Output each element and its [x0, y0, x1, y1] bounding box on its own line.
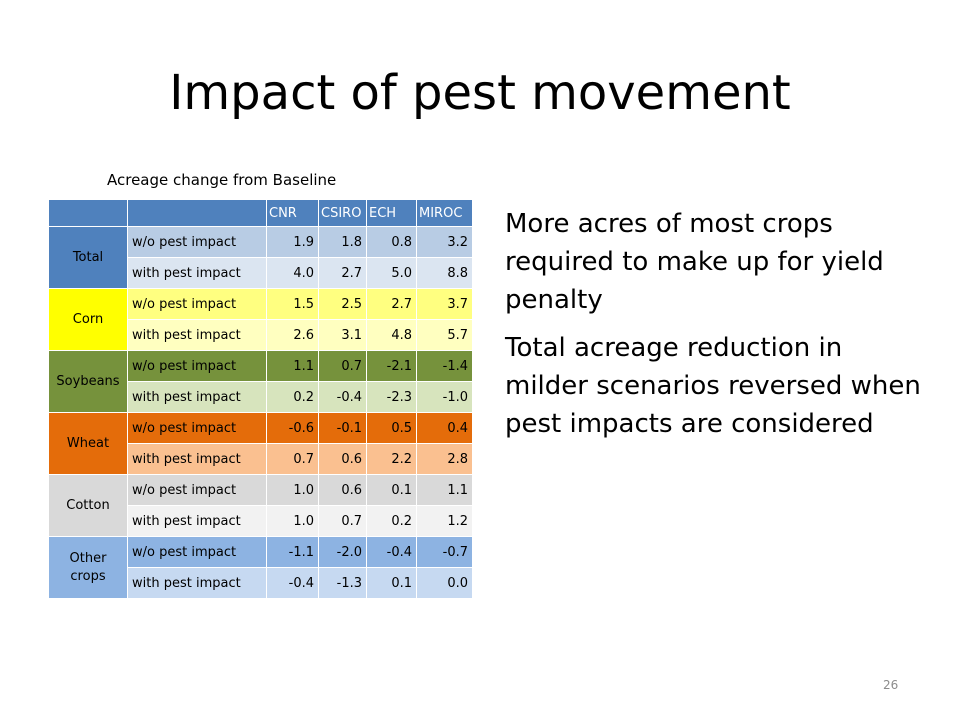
value-cell: 1.8	[318, 226, 367, 258]
table-row: Cotton w/o pest impact 1.0 0.6 0.1 1.1	[48, 474, 473, 537]
row-label-cell: w/o pest impact	[127, 350, 267, 382]
value-cell: 0.0	[416, 567, 473, 599]
slide-title: Impact of pest movement	[169, 65, 791, 121]
value-cell: -0.6	[266, 412, 319, 444]
value-cell: 0.1	[366, 567, 417, 599]
value-cell: -0.4	[318, 381, 367, 413]
table-row: with pest impact -0.4 -1.3 0.1 0.0	[49, 567, 473, 599]
bullet-item: More acres of most crops required to mak…	[505, 209, 884, 315]
value-cell: 1.1	[416, 474, 473, 506]
column-header: MIROC	[416, 199, 473, 227]
value-cell: -1.1	[266, 536, 319, 568]
bullet-list: More acres of most crops required to mak…	[505, 205, 925, 453]
value-cell: -0.4	[266, 567, 319, 599]
value-cell: 1.9	[266, 226, 319, 258]
value-cell: -0.7	[416, 536, 473, 568]
value-cell: 2.8	[416, 443, 473, 475]
value-cell: 2.7	[366, 288, 417, 320]
value-cell: 1.1	[266, 350, 319, 382]
value-cell: 3.1	[318, 319, 367, 351]
crop-name-cell: Other crops	[48, 536, 128, 599]
row-label-cell: w/o pest impact	[127, 412, 267, 444]
table-row: with pest impact 4.0 2.7 5.0 8.8	[49, 257, 473, 289]
header-blank-label	[127, 199, 267, 227]
value-cell: 4.0	[266, 257, 319, 289]
value-cell: 3.2	[416, 226, 473, 258]
crop-name-cell: Cotton	[48, 474, 128, 537]
value-cell: 0.7	[266, 443, 319, 475]
value-cell: 1.2	[416, 505, 473, 537]
row-label-cell: w/o pest impact	[127, 536, 267, 568]
value-cell: 3.7	[416, 288, 473, 320]
row-label-cell: with pest impact	[127, 319, 267, 351]
value-cell: -1.0	[416, 381, 473, 413]
row-label-cell: with pest impact	[127, 567, 267, 599]
value-cell: 2.2	[366, 443, 417, 475]
header-blank-crop	[48, 199, 128, 227]
value-cell: 0.4	[416, 412, 473, 444]
value-cell: 0.7	[318, 505, 367, 537]
value-cell: 0.2	[366, 505, 417, 537]
value-cell: -1.3	[318, 567, 367, 599]
table-row: Wheat w/o pest impact -0.6 -0.1 0.5 0.4	[48, 412, 473, 475]
value-cell: 2.5	[318, 288, 367, 320]
value-cell: 4.8	[366, 319, 417, 351]
page-number: 26	[883, 678, 899, 692]
bullet-item: Total acreage reduction in milder scenar…	[505, 333, 921, 439]
row-label-cell: w/o pest impact	[127, 226, 267, 258]
value-cell: 0.6	[318, 443, 367, 475]
row-label-cell: w/o pest impact	[127, 474, 267, 506]
value-cell: 0.5	[366, 412, 417, 444]
value-cell: 1.5	[266, 288, 319, 320]
row-label-cell: with pest impact	[127, 257, 267, 289]
column-header: CNR	[266, 199, 319, 227]
crop-name-cell: Wheat	[48, 412, 128, 475]
row-label-cell: with pest impact	[127, 505, 267, 537]
value-cell: 0.2	[266, 381, 319, 413]
value-cell: 5.0	[366, 257, 417, 289]
row-label-cell: w/o pest impact	[127, 288, 267, 320]
row-label-cell: with pest impact	[127, 443, 267, 475]
crop-name-cell: Soybeans	[48, 350, 128, 413]
table-header-row: CNR CSIRO ECH MIROC	[48, 199, 473, 227]
table-row: Corn w/o pest impact 1.5 2.5 2.7 3.7	[48, 288, 473, 351]
acreage-table: CNR CSIRO ECH MIROC Total w/o pest impact…	[48, 199, 473, 599]
table-row: with pest impact 0.7 0.6 2.2 2.8	[49, 443, 473, 475]
value-cell: 0.8	[366, 226, 417, 258]
value-cell: 5.7	[416, 319, 473, 351]
value-cell: 1.0	[266, 505, 319, 537]
table-row: with pest impact 1.0 0.7 0.2 1.2	[49, 505, 473, 537]
value-cell: -0.4	[366, 536, 417, 568]
value-cell: 0.7	[318, 350, 367, 382]
value-cell: -2.1	[366, 350, 417, 382]
crop-name-cell: Corn	[48, 288, 128, 351]
column-header: ECH	[366, 199, 417, 227]
value-cell: 0.1	[366, 474, 417, 506]
value-cell: 0.6	[318, 474, 367, 506]
table-row: with pest impact 0.2 -0.4 -2.3 -1.0	[49, 381, 473, 413]
value-cell: 8.8	[416, 257, 473, 289]
column-header: CSIRO	[318, 199, 367, 227]
table-row: Other crops w/o pest impact -1.1 -2.0 -0.4 -0…	[48, 536, 473, 599]
value-cell: -0.1	[318, 412, 367, 444]
value-cell: -2.3	[366, 381, 417, 413]
value-cell: 2.7	[318, 257, 367, 289]
table-row: with pest impact 2.6 3.1 4.8 5.7	[49, 319, 473, 351]
table-caption: Acreage change from Baseline	[107, 171, 337, 189]
value-cell: -2.0	[318, 536, 367, 568]
table-row: Soybeans w/o pest impact 1.1 0.7 -2.1 -1.4	[48, 350, 473, 413]
value-cell: 2.6	[266, 319, 319, 351]
value-cell: 1.0	[266, 474, 319, 506]
crop-name-cell: Total	[48, 226, 128, 289]
row-label-cell: with pest impact	[127, 381, 267, 413]
table-row: Total w/o pest impact 1.9 1.8 0.8 3.2	[48, 226, 473, 289]
value-cell: -1.4	[416, 350, 473, 382]
